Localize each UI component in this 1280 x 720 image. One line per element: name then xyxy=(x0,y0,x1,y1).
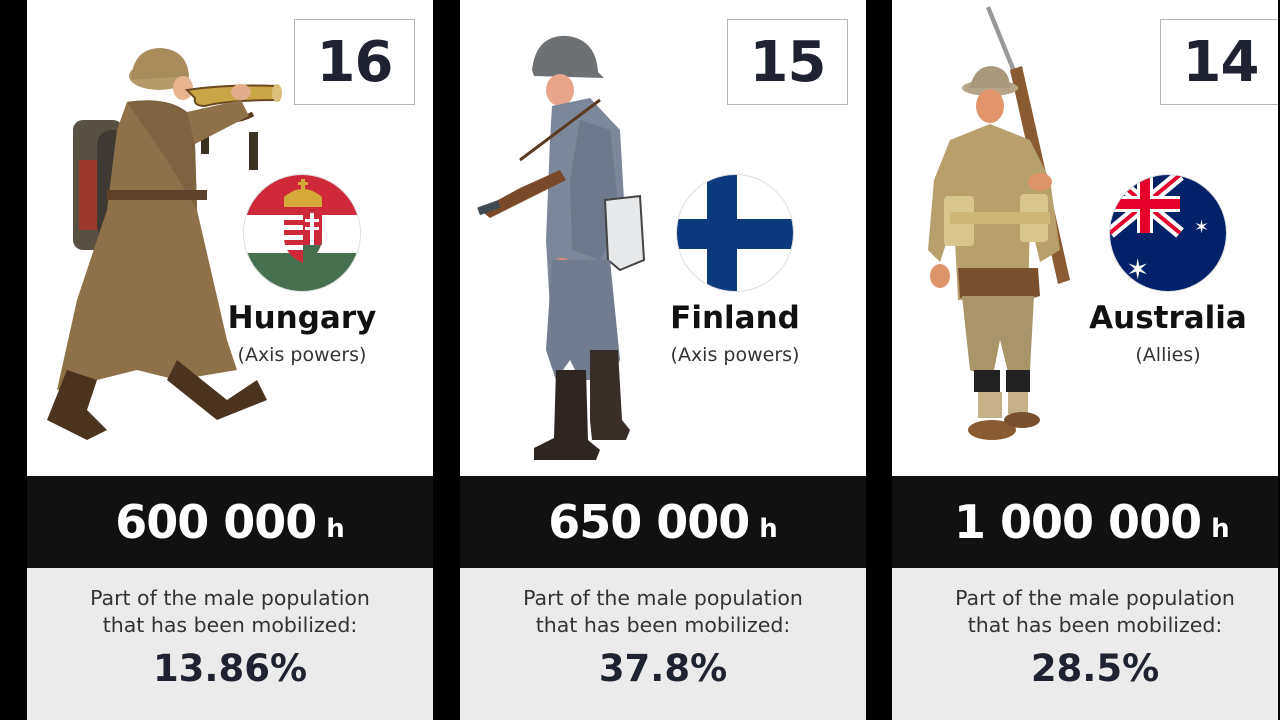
alliance-label: (Axis powers) xyxy=(237,344,367,366)
caption-line-1: Part of the male population xyxy=(90,586,370,610)
australia-flag-icon: ✶ ✶ xyxy=(1109,174,1227,292)
country-card-australia: 14 ✶ ✶ Australia (Allies) 1 000 xyxy=(892,0,1278,720)
finland-flag-icon xyxy=(676,174,794,292)
hungarian-soldier-bugler-illustration xyxy=(47,48,282,440)
mobilized-count: 1 000 000 xyxy=(954,495,1202,549)
mobilization-stats-panel: Part of the male population that has bee… xyxy=(460,568,866,720)
mobilized-count: 650 000 xyxy=(548,495,750,549)
mobilized-unit: h xyxy=(1211,514,1230,544)
mobilized-count-band: 600 000 h xyxy=(27,476,433,568)
card-illustration-area: 15 Finland (Axis powers) xyxy=(460,0,866,476)
mobilized-count-band: 1 000 000 h xyxy=(892,476,1278,568)
caption-line-2: that has been mobilized: xyxy=(535,613,791,637)
card-illustration-area: 14 ✶ ✶ Australia (Allies) xyxy=(892,0,1278,476)
caption-line-2: that has been mobilized: xyxy=(967,613,1223,637)
alliance-label: (Allies) xyxy=(1135,344,1201,366)
mobilization-caption: Part of the male population that has bee… xyxy=(27,568,433,639)
card-illustration-area: 16 Hungary (Axis powers) xyxy=(27,0,433,476)
mobilization-stats-panel: Part of the male population that has bee… xyxy=(27,568,433,720)
country-card-finland: 15 Finland (Axis powers) 650 000 h Part … xyxy=(460,0,866,720)
caption-line-1: Part of the male population xyxy=(523,586,803,610)
svg-text:✶: ✶ xyxy=(1126,253,1149,286)
hungary-flag-icon xyxy=(243,174,361,292)
country-name: Australia xyxy=(1089,300,1247,336)
svg-text:✶: ✶ xyxy=(1194,217,1209,238)
rank-box: 14 xyxy=(1160,19,1278,105)
alliance-label: (Axis powers) xyxy=(670,344,800,366)
mobilized-count-band: 650 000 h xyxy=(460,476,866,568)
rank-box: 15 xyxy=(727,19,848,105)
rank-box: 16 xyxy=(294,19,415,105)
mobilization-percent: 37.8% xyxy=(598,647,728,690)
caption-line-1: Part of the male population xyxy=(955,586,1235,610)
mobilization-caption: Part of the male population that has bee… xyxy=(460,568,866,639)
mobilized-count: 600 000 xyxy=(115,495,317,549)
australian-soldier-illustration xyxy=(928,6,1070,440)
mobilization-percent: 28.5% xyxy=(1030,647,1160,690)
mobilized-unit: h xyxy=(326,514,345,544)
caption-line-2: that has been mobilized: xyxy=(102,613,358,637)
mobilization-stats-panel: Part of the male population that has bee… xyxy=(892,568,1278,720)
country-name: Hungary xyxy=(227,300,377,336)
country-card-hungary: 16 Hungary (Axis powers) xyxy=(27,0,433,720)
mobilization-caption: Part of the male population that has bee… xyxy=(892,568,1278,639)
country-name: Finland xyxy=(670,300,800,336)
mobilization-percent: 13.86% xyxy=(152,647,308,690)
finnish-soldier-illustration xyxy=(477,35,646,460)
mobilized-unit: h xyxy=(759,514,778,544)
